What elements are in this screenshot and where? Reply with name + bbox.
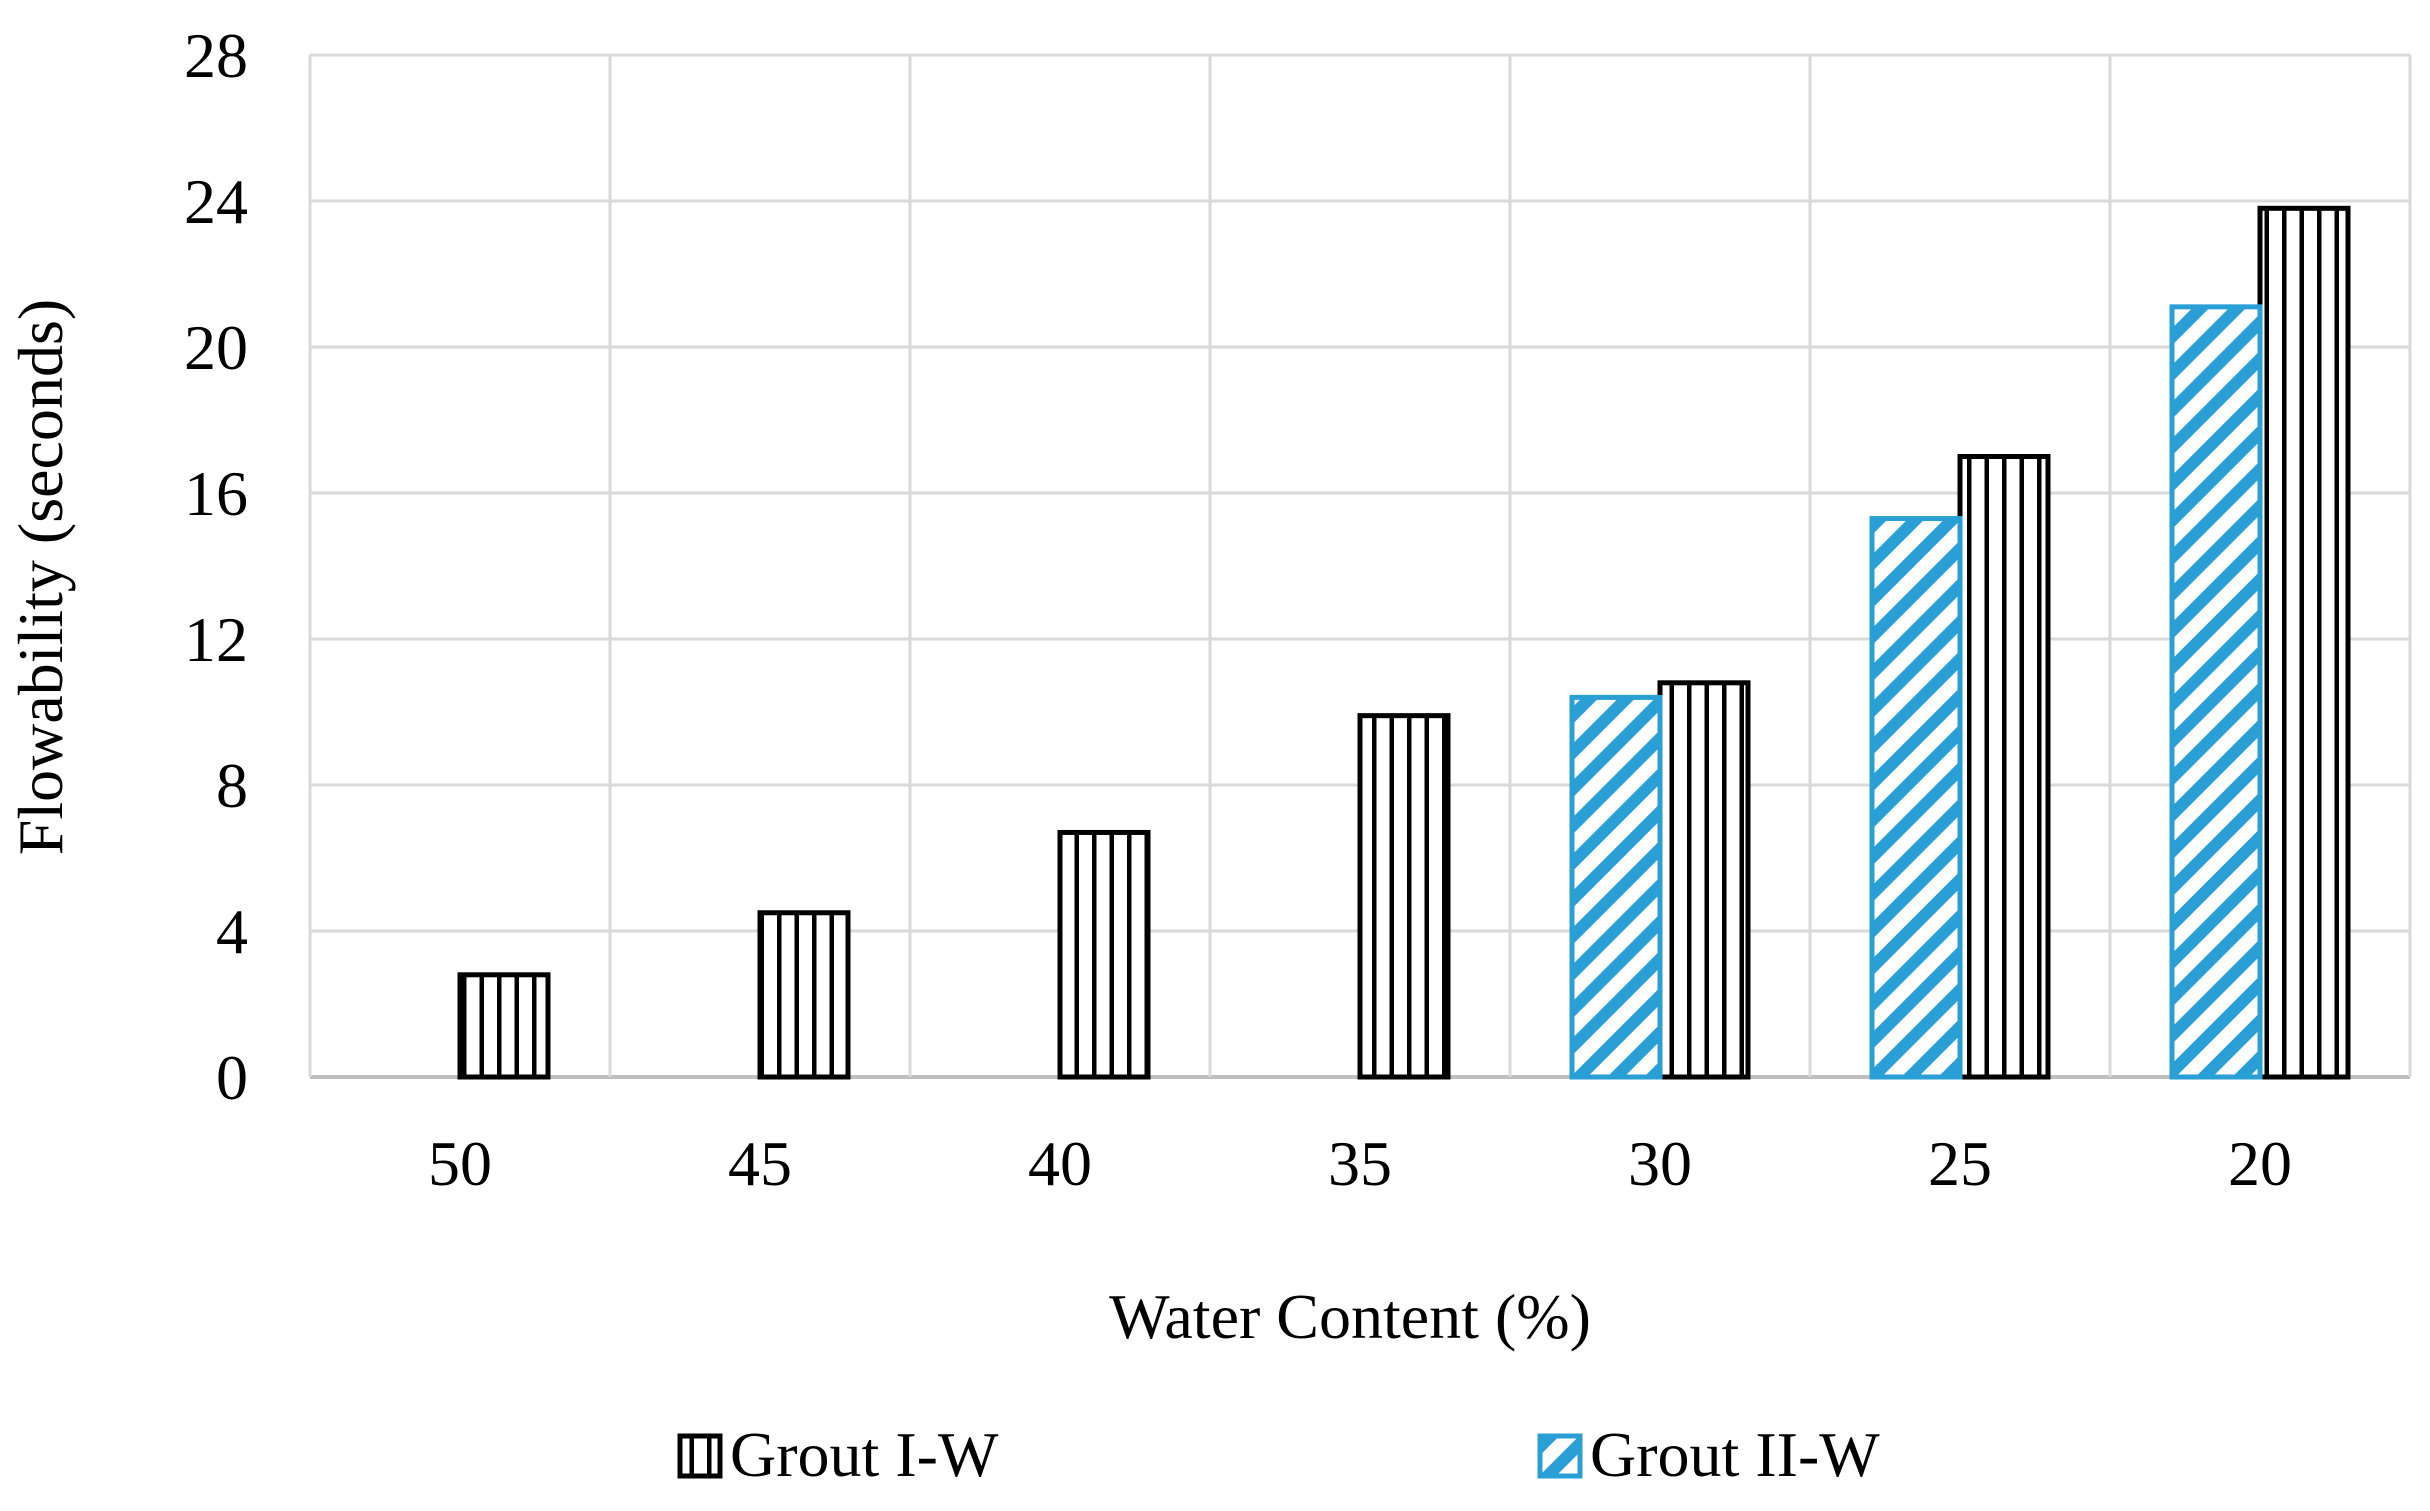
bar-grout-ii-w — [1869, 516, 1963, 1080]
x-tick-label: 25 — [1928, 1128, 1992, 1199]
x-axis-title: Water Content (%) — [1109, 1281, 1591, 1352]
legend-item-grout-i-w: Grout I-W — [677, 1419, 999, 1490]
bar-grout-i-w — [457, 972, 551, 1080]
x-tick-label: 50 — [428, 1128, 492, 1199]
x-tick-label: 20 — [2228, 1128, 2292, 1199]
legend-swatch-grout-ii-w — [1537, 1433, 1583, 1479]
axis-layer: 0 4 8 12 16 20 24 28 50 45 40 35 30 25 20 — [184, 20, 2292, 1199]
y-tick-label: 16 — [184, 458, 248, 529]
legend-label-grout-ii-w: Grout II-W — [1590, 1419, 1880, 1490]
bar-grout-i-w — [1057, 829, 1151, 1080]
bar-grout-i-w — [2257, 205, 2351, 1080]
y-tick-label: 12 — [184, 604, 248, 675]
legend: Grout I-W Grout II-W — [677, 1419, 1880, 1490]
x-tick-label: 45 — [728, 1128, 792, 1199]
grid-layer — [308, 53, 2412, 1079]
bars-layer — [457, 205, 2351, 1080]
y-tick-label: 0 — [216, 1042, 248, 1113]
bar-grout-i-w — [757, 910, 851, 1080]
x-tick-label: 30 — [1628, 1128, 1692, 1199]
legend-swatch-grout-i-w — [677, 1433, 723, 1479]
x-tick-label: 40 — [1028, 1128, 1092, 1199]
y-tick-label: 28 — [184, 20, 248, 91]
y-tick-label: 20 — [184, 312, 248, 383]
bar-grout-i-w — [1657, 680, 1751, 1080]
bar-grout-ii-w — [2169, 304, 2263, 1080]
legend-label-grout-i-w: Grout I-W — [730, 1419, 999, 1490]
y-axis-title: Flowability (seconds) — [5, 299, 76, 855]
bar-grout-i-w — [1957, 454, 2051, 1080]
bar-grout-ii-w — [1569, 694, 1663, 1080]
x-tick-label: 35 — [1328, 1128, 1392, 1199]
y-tick-label: 8 — [216, 750, 248, 821]
y-tick-label: 4 — [216, 896, 248, 967]
legend-item-grout-ii-w: Grout II-W — [1537, 1419, 1880, 1490]
bar-grout-i-w — [1357, 713, 1451, 1080]
y-tick-label: 24 — [184, 166, 248, 237]
